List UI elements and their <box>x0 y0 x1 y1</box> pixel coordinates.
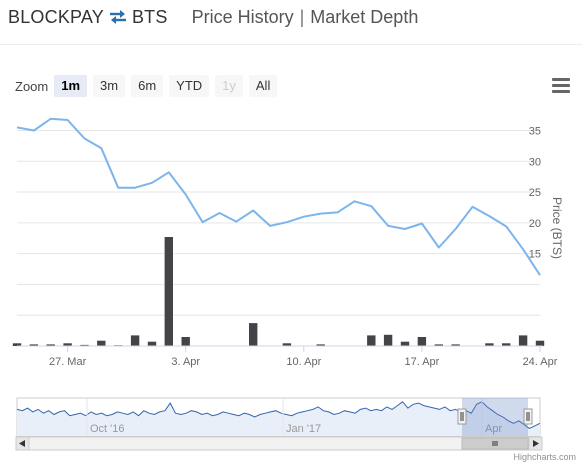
y-tick-label: 15 <box>529 249 541 261</box>
y-tick-label: 35 <box>529 125 541 137</box>
zoom-button-ytd[interactable]: YTD <box>169 75 210 97</box>
x-tick-label: 17. Apr <box>404 356 439 368</box>
volume-bar <box>29 344 39 346</box>
swap-arrows-icon[interactable] <box>108 9 128 25</box>
navigator-scrollbar[interactable] <box>15 436 543 451</box>
x-tick-label: 27. Mar <box>49 356 87 368</box>
navigator-tick-label: Oct '16 <box>90 423 125 435</box>
volume-bar <box>316 344 325 346</box>
zoom-label: Zoom <box>15 78 49 94</box>
y-tick-label: 20 <box>529 218 541 230</box>
navigator-handle-left[interactable] <box>457 408 467 425</box>
handle-body <box>523 408 533 425</box>
x-tick-label: 24. Apr <box>523 356 558 368</box>
volume-bars <box>12 237 545 347</box>
volume-bar <box>147 341 157 346</box>
volume-bar <box>80 344 89 346</box>
navigator[interactable]: Oct '16 Jan '17 Apr <box>15 397 543 451</box>
price-line <box>16 117 541 276</box>
volume-bar <box>451 344 460 346</box>
volume-bar <box>164 237 173 346</box>
y-axis: 15 20 25 30 35 <box>529 125 541 260</box>
x-tick-label: 3. Apr <box>171 356 200 368</box>
volume-bar <box>518 335 528 346</box>
navigator-area <box>17 401 540 436</box>
hamburger-menu-icon[interactable] <box>552 78 570 94</box>
x-axis: 27. Mar 3. Apr 10. Apr 17. Apr 24. Apr <box>17 345 558 368</box>
volume-bar <box>417 337 427 346</box>
base-asset: BLOCKPAY <box>8 6 104 27</box>
handle-body <box>457 408 467 425</box>
navigator-handle-right[interactable] <box>523 408 533 425</box>
volume-bar <box>485 343 494 346</box>
navigator-selection <box>462 398 528 436</box>
price-series <box>16 117 541 276</box>
title-separator: | <box>299 6 305 27</box>
header-divider <box>0 44 582 45</box>
zoom-button-all[interactable]: All <box>248 75 278 97</box>
volume-bar <box>367 335 376 346</box>
zoom-bar: Zoom 1m 3m 6m YTD 1y All <box>15 75 283 97</box>
volume-bar <box>130 335 140 346</box>
navigator-tick-label: Jan '17 <box>286 423 321 435</box>
price-history-link[interactable]: Price History <box>191 6 294 27</box>
volume-bar <box>535 340 545 346</box>
y-tick-label: 25 <box>529 187 541 199</box>
quote-asset: BTS <box>131 6 168 27</box>
chevron-left-icon <box>19 440 25 447</box>
zoom-button-6m[interactable]: 6m <box>131 75 164 97</box>
volume-bar <box>46 344 55 346</box>
volume-bar <box>97 340 106 346</box>
view-switcher: Price History | Market Depth <box>192 7 419 28</box>
volume-bar <box>181 337 190 346</box>
chevron-right-icon <box>533 440 539 447</box>
y-tick-label: 30 <box>529 156 541 168</box>
zoom-button-1y: 1y <box>215 75 243 97</box>
volume-bar <box>12 343 22 346</box>
volume-bar <box>249 323 258 346</box>
navigator-line <box>16 401 541 429</box>
x-tick-label: 10. Apr <box>286 356 321 368</box>
grid-lines <box>17 129 540 347</box>
market-pair: BLOCKPAY BTS <box>8 7 168 28</box>
chart-header: BLOCKPAY BTS Price History | Market Depth <box>8 4 418 30</box>
volume-bar <box>282 343 292 346</box>
volume-bar <box>383 334 393 346</box>
y-axis-title: Price (BTS) <box>550 197 564 259</box>
zoom-button-3m[interactable]: 3m <box>93 75 126 97</box>
navigator-tick-label: Apr <box>485 423 502 435</box>
volume-bar <box>400 341 410 346</box>
volume-bar <box>434 344 443 346</box>
zoom-button-1m[interactable]: 1m <box>54 75 88 97</box>
market-depth-link[interactable]: Market Depth <box>310 6 419 27</box>
volume-bar <box>63 343 72 346</box>
highcharts-credit[interactable]: Highcharts.com <box>513 452 576 462</box>
volume-bar <box>502 343 511 346</box>
